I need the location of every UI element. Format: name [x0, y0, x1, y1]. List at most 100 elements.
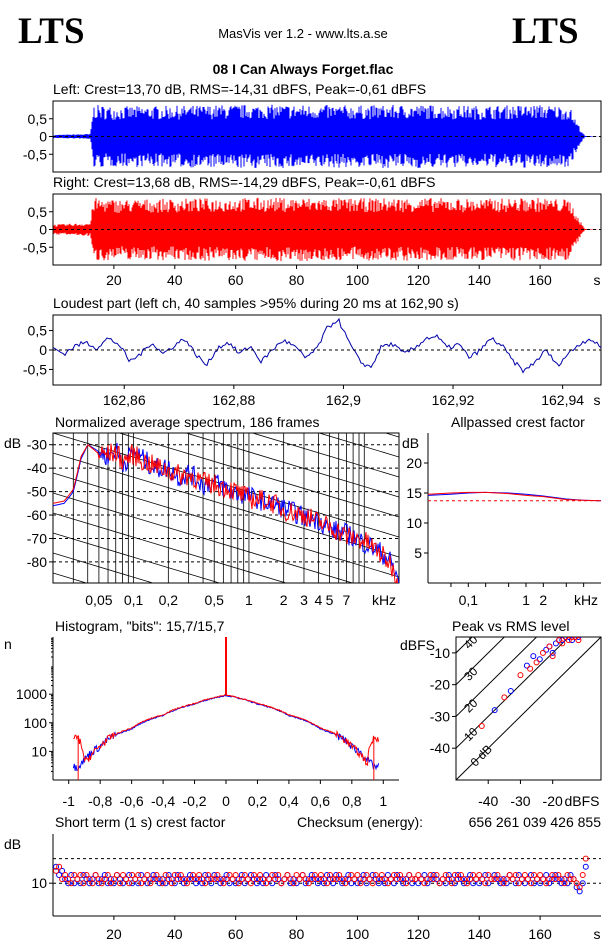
right-crest-point: [126, 880, 133, 887]
right-crest-point: [555, 872, 562, 878]
left-crest-point: [369, 872, 376, 878]
loudest-frame: [52, 314, 602, 386]
right-crest-point: [190, 872, 197, 878]
right-crest-point: [302, 876, 309, 883]
left-point: [536, 656, 543, 663]
left-crest-point: [445, 872, 452, 878]
left-point: [491, 707, 498, 714]
left-crest-point: [372, 876, 379, 883]
right-point: [540, 649, 546, 656]
right-crest-point: [439, 876, 446, 883]
right-crest-point: [107, 880, 114, 887]
left-crest-point: [269, 880, 276, 887]
left-crest-point: [156, 880, 163, 887]
y-tick-label: -40: [27, 460, 47, 476]
right-crest-point: [488, 876, 495, 883]
slope-line: [53, 552, 155, 583]
crest-diagonal: [456, 637, 570, 749]
left-crest-point: [317, 876, 324, 883]
left-crest-point: [448, 876, 455, 883]
left-crest-point: [129, 880, 136, 887]
right-crest-point: [390, 872, 397, 878]
right-crest-point: [95, 876, 102, 883]
y-tick-label: -20: [430, 677, 450, 693]
right-crest-point: [147, 880, 154, 887]
y-unit: n: [4, 636, 12, 652]
right-crest-point: [123, 876, 130, 883]
left-crest-point: [582, 863, 589, 870]
right-crest-point: [430, 876, 437, 883]
left-crest-point: [442, 880, 449, 887]
left-crest-point: [302, 880, 309, 887]
y-tick-label: -30: [27, 437, 47, 453]
left-crest-point: [107, 876, 114, 883]
left-crest-point: [579, 880, 586, 887]
right-crest-point: [65, 876, 72, 883]
left-crest-point: [527, 872, 534, 878]
right-crest-point: [451, 872, 458, 878]
x-tick-label: 40: [167, 926, 183, 942]
slope-line: [53, 512, 288, 583]
right-crest-point: [132, 876, 139, 883]
x-tick-label: 1: [522, 592, 530, 608]
right-crest-point: [299, 872, 306, 878]
right-crest-point: [183, 880, 190, 887]
y-tick-label: 10: [406, 515, 422, 531]
left-crest-point: [485, 880, 492, 887]
left-crest-point: [491, 872, 498, 878]
x-tick-label: -30: [510, 793, 530, 809]
right-crest-point: [287, 876, 294, 883]
right-crest-point: [512, 872, 519, 878]
right-crest-point: [442, 872, 449, 878]
right-crest-point: [415, 872, 422, 878]
right-crest-point: [293, 872, 300, 878]
left-crest-point: [512, 880, 519, 887]
right-crest-point: [579, 872, 586, 878]
right-point: [562, 637, 569, 640]
right-crest-point: [250, 872, 257, 878]
right-crest-point: [120, 872, 127, 878]
y-tick-label: 0: [39, 222, 47, 238]
x-unit: s: [594, 272, 601, 288]
right-crest-point: [247, 880, 254, 887]
x-tick-label: 140: [468, 272, 492, 288]
left-histogram-line: [72, 694, 380, 772]
x-tick-label: -40: [478, 793, 498, 809]
left-point: [543, 646, 550, 653]
left-crest-point: [168, 876, 175, 883]
slope-line: [184, 433, 399, 498]
x-tick-label: -1: [63, 793, 76, 809]
left-crest-point: [397, 876, 404, 883]
y-tick-label: 0: [39, 342, 47, 358]
panel-title: Short term (1 s) crest factor: [55, 814, 226, 830]
y-tick-label: 0: [39, 129, 47, 145]
crest-diagonal: [456, 637, 506, 686]
right-crest-point: [421, 880, 428, 887]
left-point: [565, 637, 572, 640]
right-crest-point: [272, 876, 279, 883]
right-crest-point: [80, 880, 87, 887]
right-crest-point: [369, 880, 376, 887]
right-crest-point: [540, 876, 547, 883]
panel-title: Left: Crest=13,70 dB, RMS=-14,31 dBFS, P…: [53, 81, 426, 97]
y-tick-label: 15: [406, 485, 422, 501]
left-crest-point: [250, 876, 257, 883]
right-crest-point: [473, 876, 480, 883]
left-crest-point: [211, 872, 218, 878]
right-point: [559, 640, 566, 647]
right-crest-point: [333, 876, 340, 883]
right-crest-point: [427, 872, 434, 878]
left-crest-point: [454, 872, 461, 878]
y-tick-label: -0,5: [23, 239, 47, 255]
y-tick-label: -0,5: [23, 361, 47, 377]
right-crest-point: [503, 876, 510, 883]
y-unit: dBFS: [400, 637, 435, 653]
x-tick-label: -0,4: [151, 793, 175, 809]
left-crest-point: [500, 876, 507, 883]
left-crest-point: [293, 880, 300, 887]
right-point: [569, 637, 575, 640]
left-crest-point: [95, 880, 102, 887]
left-crest-point: [80, 872, 87, 878]
right-crest-point: [330, 876, 337, 883]
left-crest-point: [208, 880, 215, 887]
